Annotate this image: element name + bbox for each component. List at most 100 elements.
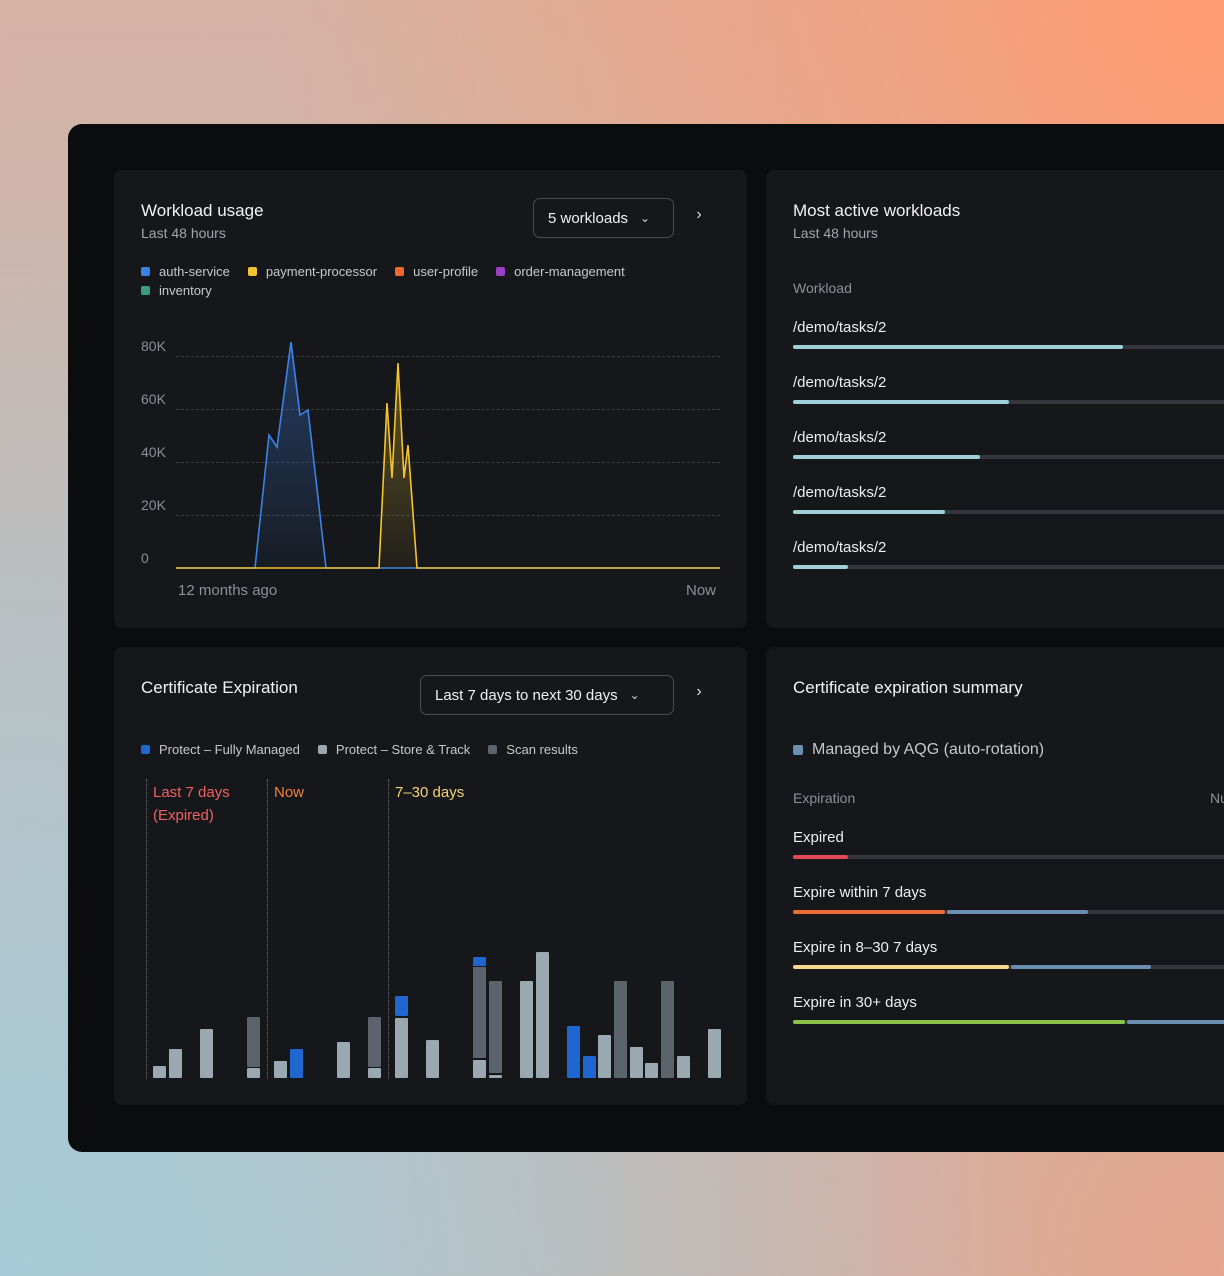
date-range-select[interactable]: Last 7 days to next 30 days ⌄ [420,675,674,715]
y-tick-label: 40K [141,444,166,460]
expiration-row[interactable]: Expire in 8–30 7 days [793,939,1224,969]
bar-fully-managed[interactable] [583,1056,596,1078]
bar-scan-results[interactable] [614,981,627,1078]
bar-scan-results[interactable] [247,1017,260,1067]
cert-expiration-card: Certificate Expiration Last 7 days to ne… [114,647,747,1105]
expiration-row[interactable]: Expired [793,829,1224,859]
bar-fully-managed[interactable] [473,957,486,966]
gridline [176,356,720,357]
bar-store-track[interactable] [169,1049,182,1078]
chevron-right-icon[interactable]: › [696,206,702,223]
usage-bar-fill [793,565,848,569]
legend-item: payment-processor [247,264,377,279]
workloads-select[interactable]: 5 workloads ⌄ [533,198,674,238]
bar-store-track[interactable] [337,1042,350,1078]
chevron-right-icon[interactable]: › [696,683,702,700]
expiration-bar-track [793,910,1224,914]
legend-item: order-management [496,264,625,279]
workload-usage-card: Workload usage Last 48 hours 5 workloads… [114,170,747,628]
bar-store-track[interactable] [200,1029,213,1078]
bar-store-track[interactable] [677,1056,690,1078]
workload-row[interactable]: /demo/tasks/2 [793,429,1224,459]
bar-store-track[interactable] [645,1063,658,1078]
bar-store-track[interactable] [274,1061,287,1078]
active-workloads-card: Most active workloads Last 48 hours Work… [766,170,1224,628]
workload-path: /demo/tasks/2 [793,539,887,556]
card-subtitle: Last 48 hours [793,225,878,241]
legend-swatch [317,745,327,754]
bar-store-track[interactable] [598,1035,611,1078]
marker-line [146,779,147,1079]
usage-bar-track [793,565,1224,569]
expiration-bar-track [793,855,1224,859]
legend-swatch [395,267,405,276]
expiration-row[interactable]: Expire in 30+ days [793,994,1224,1024]
workload-row[interactable]: /demo/tasks/2 [793,319,1224,349]
workload-path: /demo/tasks/2 [793,374,887,391]
select-value: 5 workloads [548,209,629,227]
workload-usage-chart [176,341,720,569]
bar-fully-managed[interactable] [290,1049,303,1078]
expiration-row[interactable]: Expire within 7 days [793,884,1224,914]
bar-store-track[interactable] [247,1068,260,1078]
legend-item: inventory [141,283,212,298]
workload-legend: auth-service payment-processor user-prof… [141,264,701,298]
y-tick-label: 80K [141,338,166,354]
legend-item: user-profile [395,264,478,279]
bar-primary-segment [793,855,848,859]
legend-item: Protect – Fully Managed [141,742,300,757]
bar-store-track[interactable] [368,1068,381,1078]
marker-label-7-30: 7–30 days [395,784,465,801]
workload-row[interactable]: /demo/tasks/2 [793,374,1224,404]
workload-row[interactable]: /demo/tasks/2 [793,484,1224,514]
bar-scan-results[interactable] [489,981,502,1073]
expiration-label: Expire in 30+ days [793,994,917,1011]
card-title: Certificate Expiration [141,678,298,697]
expiration-label: Expired [793,829,844,846]
legend-swatch [496,267,506,276]
bar-fully-managed[interactable] [395,996,408,1016]
workload-row[interactable]: /demo/tasks/2 [793,539,1224,569]
legend-swatch [141,267,150,276]
series-area-payment-processor [379,363,417,568]
legend-item: Scan results [488,742,578,757]
marker-line [267,779,268,1079]
usage-bar-fill [793,455,980,459]
workload-path: /demo/tasks/2 [793,484,887,501]
cert-expiration-chart: Last 7 days (Expired) Now 7–30 days [114,777,747,1079]
usage-bar-track [793,510,1224,514]
select-value: Last 7 days to next 30 days [435,686,618,704]
y-tick-label: 0 [141,550,149,566]
column-header-expiration: Expiration [793,790,856,806]
legend-swatch [141,286,150,295]
bar-store-track[interactable] [520,981,533,1078]
bar-scan-results[interactable] [368,1017,381,1067]
card-title: Most active workloads [793,201,961,220]
workload-path: /demo/tasks/2 [793,319,887,336]
usage-bar-fill [793,400,1009,404]
x-end-label: Now [686,582,717,599]
y-tick-label: 60K [141,391,166,407]
bar-store-track[interactable] [489,1075,502,1078]
gridline [176,515,720,516]
bar-store-track[interactable] [473,1060,486,1078]
usage-bar-fill [793,345,1123,349]
bar-store-track[interactable] [536,952,549,1078]
bar-store-track[interactable] [395,1018,408,1078]
bar-fully-managed[interactable] [567,1026,580,1078]
bar-scan-results[interactable] [661,981,674,1078]
x-start-label: 12 months ago [178,582,278,599]
bar-store-track[interactable] [153,1066,166,1078]
bar-store-track[interactable] [630,1047,643,1078]
bar-store-track[interactable] [426,1040,439,1078]
bar-primary-segment [793,965,1009,969]
y-tick-label: 20K [141,497,166,513]
legend-item: auth-service [141,264,230,279]
column-header-number: Nu [1210,790,1224,806]
bar-scan-results[interactable] [473,967,486,1058]
bar-secondary-segment [1127,1020,1224,1024]
bar-store-track[interactable] [708,1029,721,1078]
series-area-auth-service [255,342,326,568]
legend-swatch [488,745,498,754]
gridline [176,409,720,410]
